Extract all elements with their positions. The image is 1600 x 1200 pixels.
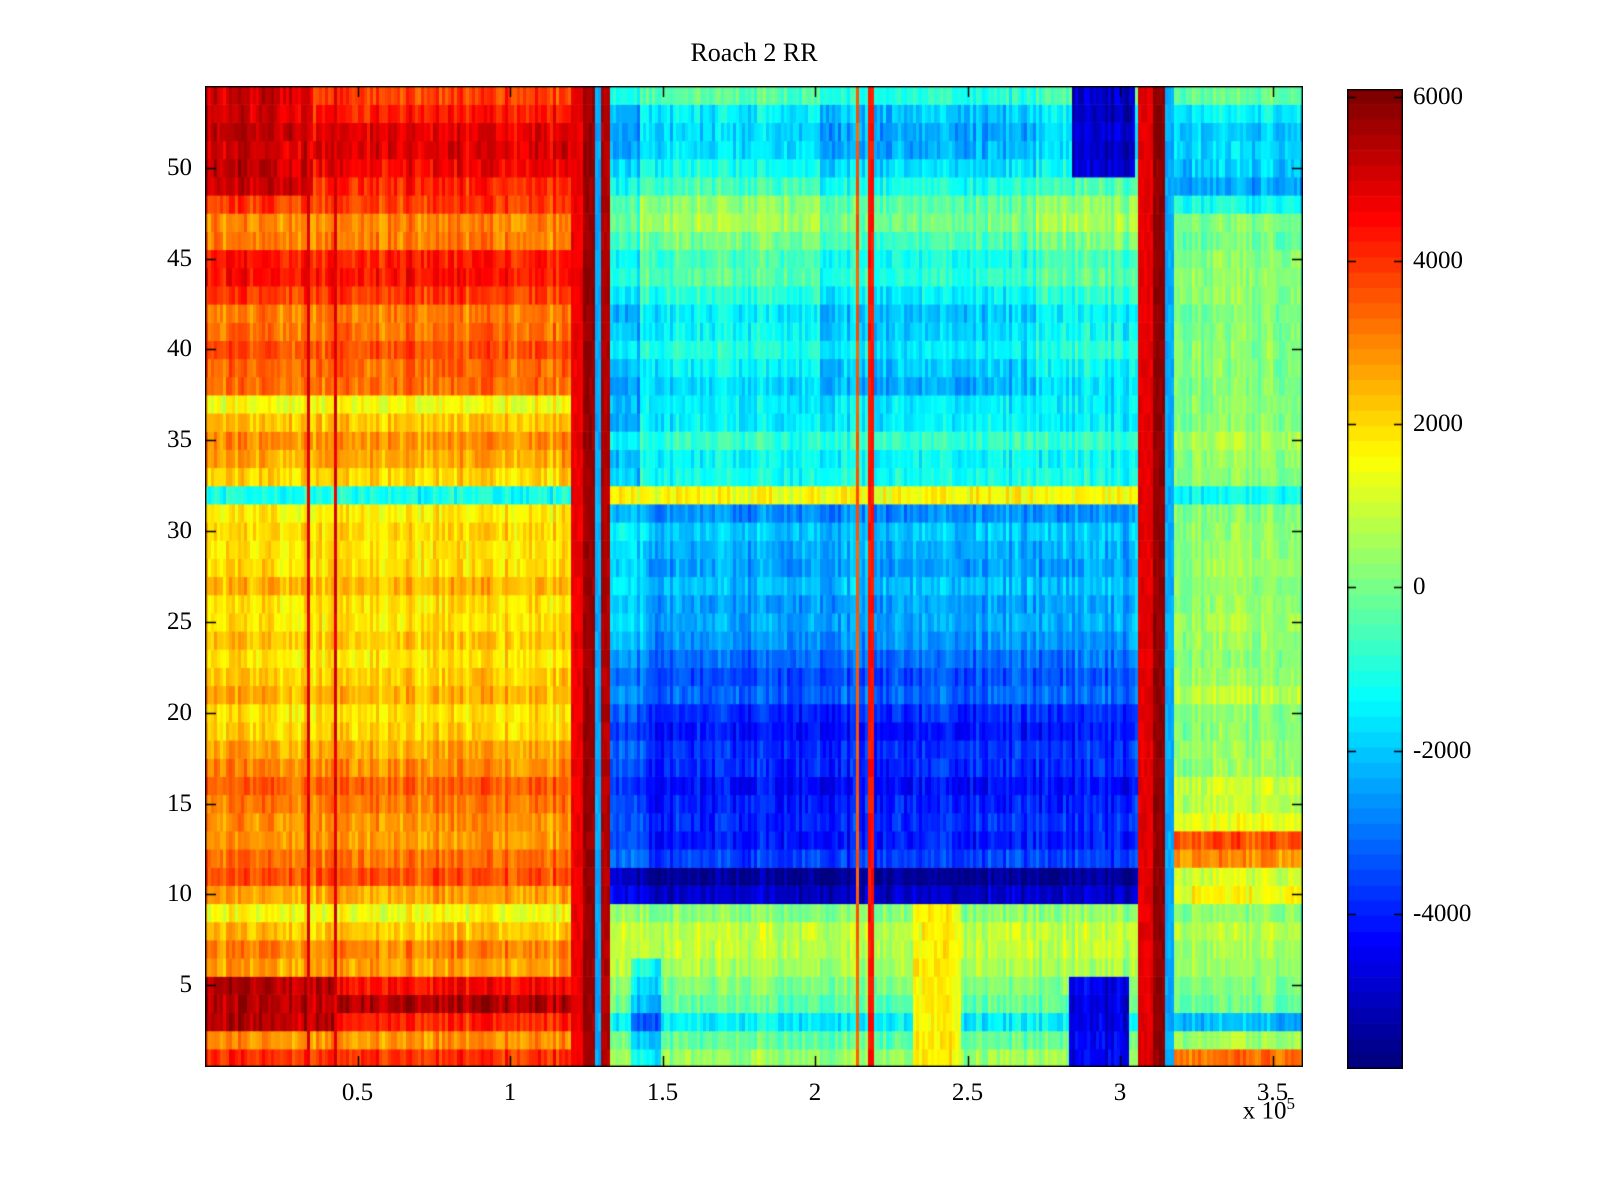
colorbar-tick-label--2000: -2000 — [1413, 736, 1472, 764]
y-tick-label-25: 25 — [167, 607, 192, 635]
x-tick-label-0.5: 0.5 — [341, 1079, 374, 1106]
y-tick-label-35: 35 — [167, 426, 192, 454]
x-tick-label-3: 3 — [1113, 1079, 1127, 1106]
chart-title: Roach 2 RR — [690, 38, 818, 67]
y-tick-label-10: 10 — [167, 880, 192, 908]
heatmap-plot-area — [205, 86, 1303, 1067]
colorbar — [1347, 89, 1403, 1069]
x-tick-label-1: 1 — [503, 1079, 517, 1106]
x-tick-label-2: 2 — [808, 1079, 822, 1106]
colorbar-tick-label-0: 0 — [1413, 573, 1426, 601]
y-tick-label-15: 15 — [167, 789, 192, 817]
y-tick-label-20: 20 — [167, 698, 192, 726]
y-tick-label-40: 40 — [167, 335, 192, 363]
y-tick-label-5: 5 — [179, 971, 193, 999]
x-tick-label-3.5: 3.5 — [1256, 1079, 1289, 1106]
y-tick-label-30: 30 — [167, 517, 192, 545]
y-tick-label-50: 50 — [167, 153, 192, 181]
colorbar-tick-label--4000: -4000 — [1413, 899, 1472, 927]
x-tick-label-2.5: 2.5 — [951, 1079, 984, 1106]
x-axis-multiplier: x 105 — [1135, 1094, 1295, 1125]
x-tick-label-1.5: 1.5 — [646, 1079, 679, 1106]
colorbar-tick-label-2000: 2000 — [1413, 409, 1463, 437]
x-axis-multiplier-exponent: 5 — [1286, 1094, 1296, 1113]
colorbar-tick-label-4000: 4000 — [1413, 246, 1463, 274]
y-tick-label-45: 45 — [167, 244, 192, 272]
colorbar-tick-label-6000: 6000 — [1413, 83, 1463, 111]
x-axis-multiplier-prefix: x 10 — [1242, 1097, 1287, 1125]
